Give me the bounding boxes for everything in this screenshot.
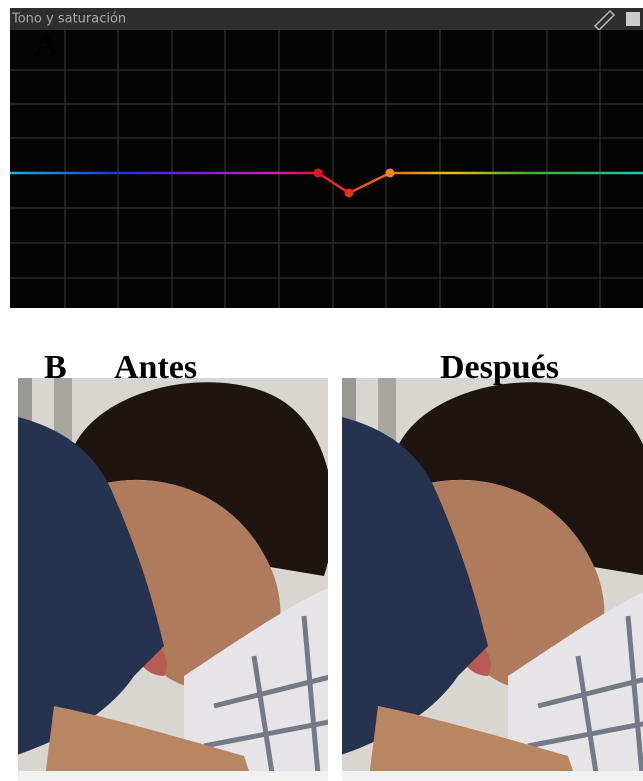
panel-label: A [34, 27, 59, 64]
checkbox[interactable] [626, 12, 640, 26]
control-point[interactable] [386, 169, 395, 178]
before-label: Antes [114, 349, 197, 386]
after-label: Después [440, 349, 559, 386]
curve-graph [10, 30, 643, 308]
photo-after [338, 376, 643, 781]
control-point[interactable] [314, 169, 323, 178]
control-point[interactable] [345, 189, 354, 198]
photo-before [14, 376, 334, 781]
figure: Tono y saturación A B Antes Después [0, 0, 643, 781]
panel-title: Tono y saturación [11, 12, 126, 27]
panel-label: B [44, 349, 67, 386]
